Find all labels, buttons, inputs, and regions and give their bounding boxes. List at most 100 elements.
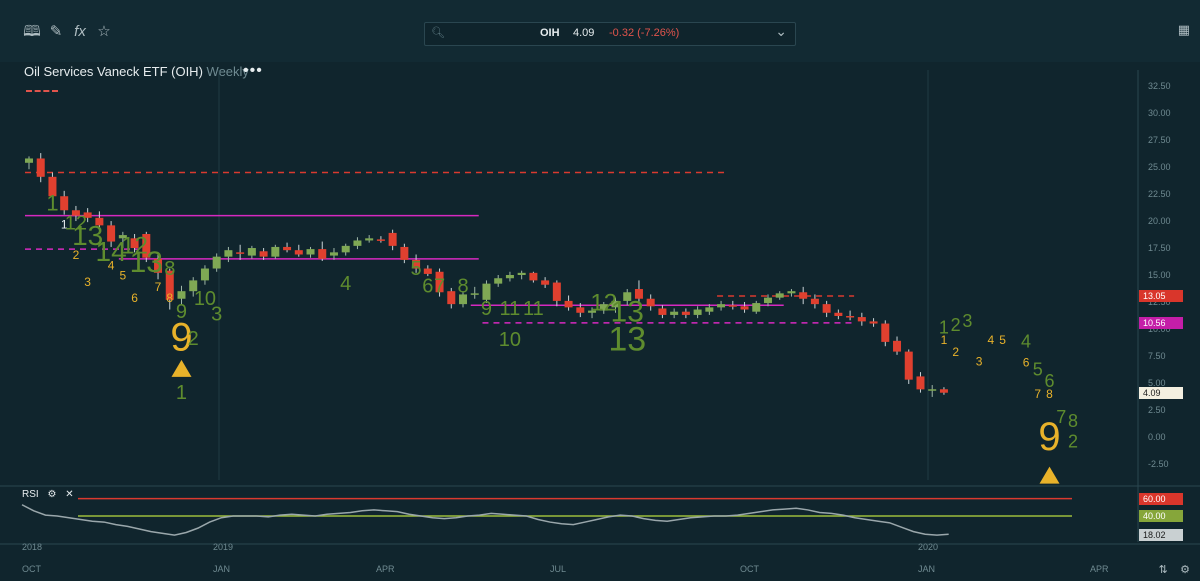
candle-body xyxy=(388,232,397,246)
td-count-label: 13 xyxy=(72,220,103,251)
td-count-label: 1 xyxy=(939,317,949,337)
td-count-label: 5 xyxy=(119,268,126,282)
candle xyxy=(752,300,761,314)
time-axis[interactable]: OCT 2018 JAN 2019 APR JUL OCT JAN 2020 APR xyxy=(22,542,1109,574)
candle-body xyxy=(329,252,338,256)
candle-body xyxy=(693,309,702,315)
grid-icon[interactable]: ▦ xyxy=(1177,22,1190,37)
candle xyxy=(142,231,151,263)
td-count-label: 6 xyxy=(131,291,138,305)
settings-icon[interactable]: ⚙ xyxy=(1180,564,1190,576)
candle-body xyxy=(107,225,116,242)
candle xyxy=(224,246,233,263)
td-count-label: 9 xyxy=(481,298,492,320)
price-tick-label: 32.50 xyxy=(1148,81,1171,91)
symbol-ticker: OIH xyxy=(540,27,560,39)
candle xyxy=(459,292,468,308)
candle xyxy=(283,242,292,253)
candle-body xyxy=(259,251,268,257)
rsi-line xyxy=(21,504,949,536)
close-icon[interactable]: ✕ xyxy=(65,489,74,500)
candle xyxy=(552,280,561,307)
candle xyxy=(130,234,139,253)
chart-title-text: Oil Services Vaneck ETF (OIH) xyxy=(24,64,203,79)
candle xyxy=(541,277,550,288)
candle xyxy=(623,289,632,306)
td-count-label: 2 xyxy=(951,315,961,335)
function-icon[interactable]: fx xyxy=(74,23,86,40)
candle-body xyxy=(189,280,198,292)
candle xyxy=(728,300,737,310)
symbol-search-box[interactable]: 🔍︎ OIH 4.09 -0.32 (-7.26%) ⌄ xyxy=(424,22,796,46)
candle xyxy=(329,248,338,260)
time-tick-label: APR xyxy=(376,564,395,574)
candle xyxy=(365,235,374,243)
candle-body xyxy=(200,268,209,281)
candle xyxy=(658,305,667,319)
candle xyxy=(118,231,127,249)
chevron-down-icon[interactable]: ⌄ xyxy=(775,23,787,39)
candle xyxy=(740,301,749,313)
candle-body xyxy=(71,210,80,216)
candle xyxy=(670,308,679,319)
candle-body xyxy=(353,240,362,246)
candle-body xyxy=(588,310,597,313)
candle-body xyxy=(928,389,937,391)
more-options-icon[interactable]: ••• xyxy=(243,62,263,79)
td-count-label: 8 xyxy=(166,291,173,305)
candle-body xyxy=(529,272,538,281)
price-tick-label: 10.00 xyxy=(1148,324,1171,334)
gear-icon[interactable]: ⚙ xyxy=(47,489,57,500)
rsi-current-tag: 18.02 xyxy=(1139,529,1183,542)
td-count-label: 9 xyxy=(176,301,187,323)
candle xyxy=(482,280,491,304)
candle xyxy=(294,244,303,257)
book-icon[interactable]: 🕮 xyxy=(23,23,41,40)
candle-body xyxy=(482,283,491,300)
candle xyxy=(928,385,937,397)
candle xyxy=(200,265,209,285)
candle xyxy=(341,243,350,256)
candle-body xyxy=(658,308,667,315)
candle-body xyxy=(165,270,174,300)
td-count-label: 4 xyxy=(1021,331,1031,351)
swap-icon[interactable]: ⇅ xyxy=(1158,564,1168,576)
candle-body xyxy=(341,245,350,253)
star-icon[interactable]: ☆ xyxy=(97,23,111,40)
candle-body xyxy=(318,249,327,259)
candle-body xyxy=(247,248,256,256)
candles xyxy=(25,153,948,397)
pencil-icon[interactable]: ✎ xyxy=(49,23,63,40)
candle-body xyxy=(728,305,737,307)
candle xyxy=(717,300,726,311)
candle-body xyxy=(822,304,831,313)
candle-body xyxy=(623,292,632,301)
candle xyxy=(799,286,808,305)
td-count-label: 8 xyxy=(1046,387,1053,401)
candle-body xyxy=(236,252,245,254)
candle-body xyxy=(459,294,468,305)
td-count-label: 2 xyxy=(73,248,80,262)
time-tick-label: 2020 xyxy=(918,542,938,552)
td-count-label: 11 xyxy=(500,298,521,320)
chart-interval[interactable]: Weekly xyxy=(206,64,249,79)
candle xyxy=(71,205,80,222)
td-count-label: 2 xyxy=(1068,432,1078,452)
candle xyxy=(916,372,925,393)
candle xyxy=(810,294,819,309)
price-axis[interactable]: 32.50 30.00 27.50 25.00 22.50 20.00 17.50 15.00… xyxy=(1148,81,1171,469)
td-count-label: 5 xyxy=(999,333,1006,347)
time-tick-label: 2018 xyxy=(22,542,42,552)
candle-body xyxy=(646,298,655,307)
candle-body xyxy=(846,316,855,318)
candle xyxy=(634,280,643,305)
candle xyxy=(869,318,878,327)
price-tick-label: 17.50 xyxy=(1148,243,1171,253)
td-count-label: 11 xyxy=(523,298,544,320)
candle xyxy=(435,268,444,297)
candle-body xyxy=(25,158,33,163)
time-tick-label: OCT xyxy=(22,564,42,574)
symbol-price: 4.09 xyxy=(573,27,595,39)
